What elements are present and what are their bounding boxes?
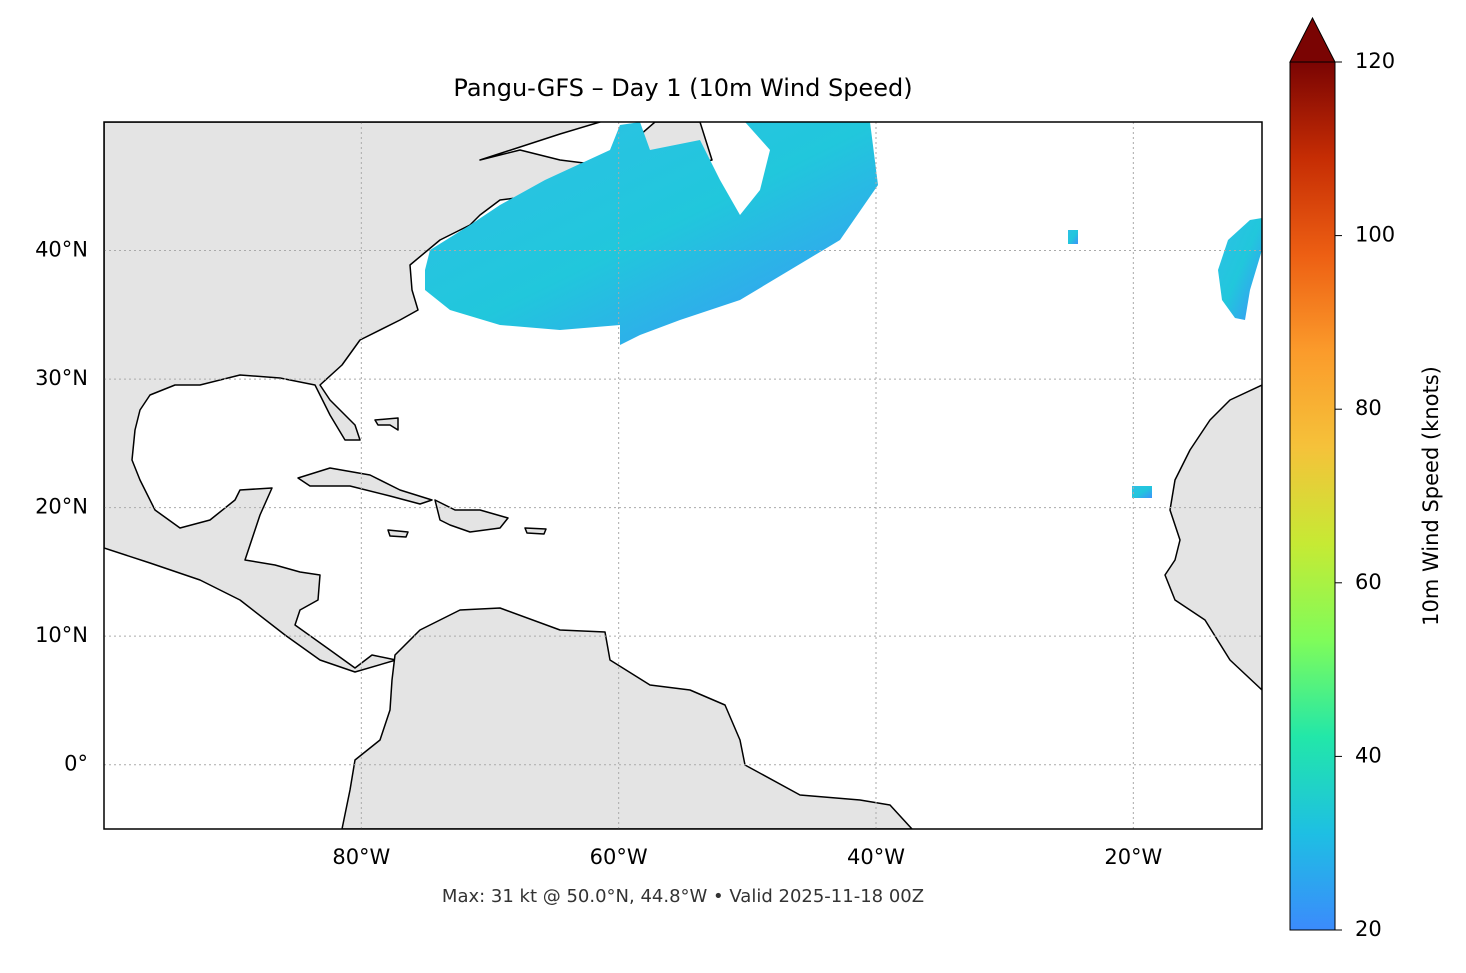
colorbar-tick-label: 120 [1355,49,1395,73]
puerto-rico [524,527,547,535]
map [104,122,1262,829]
colorbar-tick-label: 60 [1355,570,1382,594]
x-tick-label: 60°W [590,845,648,869]
x-tick-label: 80°W [332,845,390,869]
x-tick-label: 40°W [847,845,905,869]
bahamas [374,417,399,431]
wind-field [1218,218,1262,320]
colorbar-tick-label: 20 [1355,917,1382,941]
y-tick-label: 30°N [35,366,88,390]
wind-field [425,122,878,345]
annotation: Max: 31 kt @ 50.0°N, 44.8°W • Valid 2025… [442,886,924,907]
hispaniola [434,499,509,533]
colorbar-tick-label: 80 [1355,396,1382,420]
africa [1164,384,1262,691]
colorbar-tick-label: 100 [1355,223,1395,247]
jamaica [387,529,409,538]
chart-title: Pangu-GFS – Day 1 (10m Wind Speed) [453,74,912,102]
y-tick-label: 0° [64,752,88,776]
y-tick-label: 20°N [35,495,88,519]
y-tick-label: 40°N [35,238,88,262]
wind-field [1068,230,1078,244]
y-tick-label: 10°N [35,623,88,647]
plot-frame [103,121,1263,830]
colorbar-label: 10m Wind Speed (knots) [1419,366,1443,626]
colorbar-tick-label: 40 [1355,743,1382,767]
colorbar-extend [1289,16,1336,63]
cuba [297,467,433,505]
colorbar [1289,61,1336,931]
wind-field [1132,486,1152,498]
grid [104,122,1262,829]
x-tick-label: 20°W [1104,845,1162,869]
